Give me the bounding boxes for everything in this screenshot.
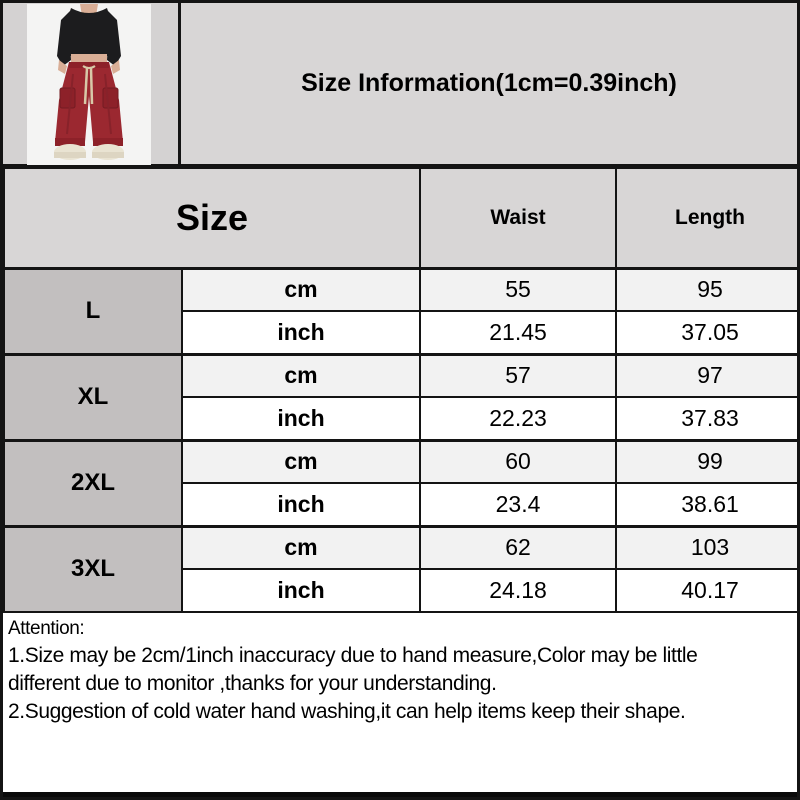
size-table: Size Waist Length L cm 55 95 inch 21.45 … [3,167,797,613]
table-header-row: Size Waist Length [3,167,797,269]
unit-inch: inch [180,568,422,613]
cell-l-length-inch: 37.05 [615,310,797,355]
attention-note-2: 2.Suggestion of cold water hand washing,… [8,700,686,723]
table-row: inch 24.18 40.17 [4,568,797,613]
size-label-2xl: 2XL [3,438,183,527]
cell-3xl-waist-inch: 24.18 [419,568,618,613]
table-row: inch 21.45 37.05 [4,310,797,355]
model-illustration [27,4,151,165]
unit-cm: cm [180,438,422,484]
table-row: inch 23.4 38.61 [4,482,797,527]
bottom-border-bar [3,792,797,797]
unit-inch: inch [180,396,422,441]
unit-inch: inch [180,482,422,527]
unit-cm: cm [180,352,422,398]
cell-3xl-length-inch: 40.17 [615,568,797,613]
title-cell: Size Information(1cm=0.39inch) [181,3,797,164]
attention-heading: Attention: [8,618,85,639]
size-label-3xl: 3XL [3,524,183,613]
cell-3xl-waist-cm: 62 [419,524,618,570]
unit-cm: cm [180,266,422,312]
cell-2xl-waist-cm: 60 [419,438,618,484]
product-photo [27,4,151,165]
header-section: Size Information(1cm=0.39inch) [3,3,797,167]
cell-l-waist-inch: 21.45 [419,310,618,355]
cell-l-waist-cm: 55 [419,266,618,312]
attention-note-1: 1.Size may be 2cm/1inch inaccuracy due t… [8,644,698,695]
cell-l-length-cm: 95 [615,266,797,312]
table-row: 3XL cm 62 103 [3,524,797,613]
cell-xl-length-inch: 37.83 [615,396,797,441]
table-row: L cm 55 95 [3,266,797,355]
cell-3xl-length-cm: 103 [615,524,797,570]
size-label-l: L [3,266,183,355]
product-photo-cell [3,3,181,165]
table-row: XL cm 57 97 [3,352,797,441]
cell-2xl-length-cm: 99 [615,438,797,484]
size-label-xl: XL [3,352,183,441]
cell-2xl-length-inch: 38.61 [615,482,797,527]
unit-cm: cm [180,524,422,570]
cell-xl-waist-inch: 22.23 [419,396,618,441]
cell-2xl-waist-inch: 23.4 [419,482,618,527]
column-header-waist: Waist [419,167,618,269]
column-header-length: Length [615,167,797,269]
table-row: 2XL cm 60 99 [3,438,797,527]
unit-inch: inch [180,310,422,355]
column-header-size: Size [3,167,422,269]
cell-xl-waist-cm: 57 [419,352,618,398]
attention-section: Attention: 1.Size may be 2cm/1inch inacc… [3,613,797,792]
cell-xl-length-cm: 97 [615,352,797,398]
table-row: inch 22.23 37.83 [4,396,797,441]
page-title: Size Information(1cm=0.39inch) [301,69,677,97]
